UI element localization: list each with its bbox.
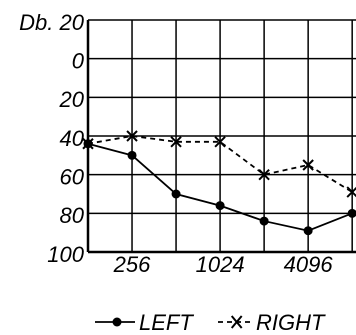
y-tick-label: 60 [60,164,85,189]
y-tick-label: Db. 20 [19,10,85,35]
x-tick-label: 4096 [284,252,334,277]
y-tick-label: 40 [60,126,85,151]
legend-label: LEFT [139,310,194,335]
point [302,159,314,171]
point [259,216,269,226]
y-tick-label: 0 [72,48,85,73]
point [171,189,181,199]
y-tick-label: 20 [59,87,85,112]
x-tick-label: 1024 [196,252,245,277]
x-tick-label: 256 [113,252,151,277]
point [126,130,138,142]
point [170,136,182,148]
legend-label: RIGHT [256,310,326,335]
y-tick-label: 100 [47,242,84,267]
point [82,138,94,150]
point [258,168,270,181]
y-tick-label: 80 [60,203,85,228]
point [303,226,313,236]
point [127,150,137,160]
legend-marker [112,317,122,327]
legend-marker [230,315,243,329]
point [215,201,225,211]
point [214,136,226,148]
point [347,208,356,218]
